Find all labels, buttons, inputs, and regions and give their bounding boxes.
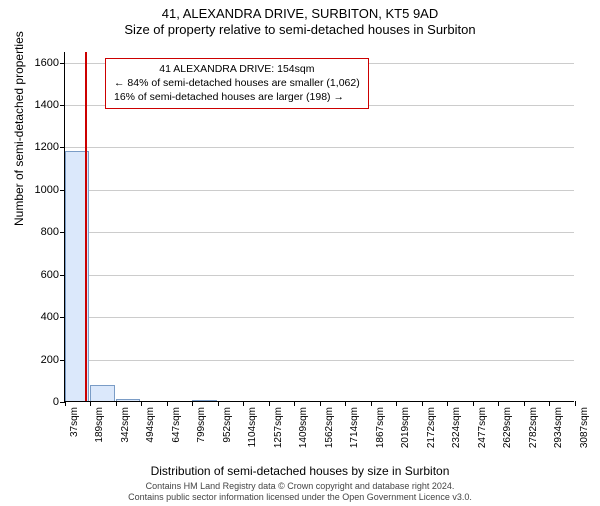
footer-line-1: Contains HM Land Registry data © Crown c… bbox=[0, 481, 600, 492]
x-tick-label: 1104sqm bbox=[247, 407, 258, 447]
x-axis-label: Distribution of semi-detached houses by … bbox=[0, 464, 600, 478]
x-tick-mark bbox=[473, 401, 474, 406]
y-axis-label: Number of semi-detached properties bbox=[12, 31, 26, 226]
x-tick-mark bbox=[243, 401, 244, 406]
grid-line bbox=[65, 190, 574, 191]
x-tick-mark bbox=[345, 401, 346, 406]
x-tick-label: 952sqm bbox=[222, 407, 233, 443]
x-tick-mark bbox=[116, 401, 117, 406]
x-tick-label: 1409sqm bbox=[298, 407, 309, 448]
x-tick-mark bbox=[575, 401, 576, 406]
x-tick-label: 494sqm bbox=[145, 407, 156, 443]
marker-line bbox=[85, 52, 87, 401]
x-tick-mark bbox=[396, 401, 397, 406]
info-box-line: 41 ALEXANDRA DRIVE: 154sqm bbox=[114, 62, 360, 76]
chart-plot-area: 0200400600800100012001400160037sqm189sqm… bbox=[64, 52, 574, 402]
x-tick-mark bbox=[320, 401, 321, 406]
info-box: 41 ALEXANDRA DRIVE: 154sqm← 84% of semi-… bbox=[105, 58, 369, 109]
x-tick-label: 2324sqm bbox=[451, 407, 462, 448]
x-tick-mark bbox=[294, 401, 295, 406]
x-tick-label: 189sqm bbox=[94, 407, 105, 443]
y-tick-label: 200 bbox=[41, 354, 65, 366]
x-tick-mark bbox=[65, 401, 66, 406]
x-tick-mark bbox=[269, 401, 270, 406]
y-tick-label: 1200 bbox=[35, 141, 65, 153]
title-sub: Size of property relative to semi-detach… bbox=[0, 22, 600, 37]
title-main: 41, ALEXANDRA DRIVE, SURBITON, KT5 9AD bbox=[0, 6, 600, 21]
x-tick-label: 2629sqm bbox=[502, 407, 513, 448]
x-tick-mark bbox=[141, 401, 142, 406]
grid-line bbox=[65, 317, 574, 318]
y-tick-label: 0 bbox=[53, 396, 65, 408]
y-tick-label: 1400 bbox=[35, 99, 65, 111]
x-tick-label: 647sqm bbox=[171, 407, 182, 443]
x-tick-label: 2934sqm bbox=[553, 407, 564, 448]
x-tick-mark bbox=[447, 401, 448, 406]
histogram-bar bbox=[116, 399, 140, 401]
x-tick-mark bbox=[167, 401, 168, 406]
info-box-line: ← 84% of semi-detached houses are smalle… bbox=[114, 76, 360, 90]
x-tick-mark bbox=[422, 401, 423, 406]
grid-line bbox=[65, 360, 574, 361]
footer-line-2: Contains public sector information licen… bbox=[0, 492, 600, 503]
x-tick-label: 2019sqm bbox=[400, 407, 411, 448]
x-tick-mark bbox=[498, 401, 499, 406]
y-tick-label: 400 bbox=[41, 311, 65, 323]
x-tick-label: 1562sqm bbox=[324, 407, 335, 448]
info-box-line: 16% of semi-detached houses are larger (… bbox=[114, 90, 360, 104]
x-tick-mark bbox=[371, 401, 372, 406]
histogram-bar bbox=[90, 385, 115, 401]
x-tick-mark bbox=[549, 401, 550, 406]
grid-line bbox=[65, 147, 574, 148]
histogram-bar bbox=[192, 400, 217, 401]
x-tick-label: 1714sqm bbox=[349, 407, 360, 448]
x-tick-label: 2172sqm bbox=[426, 407, 437, 448]
x-tick-label: 37sqm bbox=[69, 407, 80, 437]
x-tick-label: 799sqm bbox=[196, 407, 207, 443]
x-tick-mark bbox=[192, 401, 193, 406]
y-tick-label: 600 bbox=[41, 269, 65, 281]
x-tick-mark bbox=[90, 401, 91, 406]
x-tick-label: 1257sqm bbox=[273, 407, 284, 448]
grid-line bbox=[65, 275, 574, 276]
y-tick-label: 1600 bbox=[35, 57, 65, 69]
x-tick-label: 2782sqm bbox=[528, 407, 539, 448]
x-tick-label: 2477sqm bbox=[477, 407, 488, 448]
x-tick-label: 342sqm bbox=[120, 407, 131, 443]
x-tick-mark bbox=[524, 401, 525, 406]
x-tick-label: 3087sqm bbox=[579, 407, 590, 448]
y-tick-label: 800 bbox=[41, 226, 65, 238]
x-tick-label: 1867sqm bbox=[375, 407, 386, 448]
grid-line bbox=[65, 232, 574, 233]
y-tick-label: 1000 bbox=[35, 184, 65, 196]
chart-container: 41, ALEXANDRA DRIVE, SURBITON, KT5 9AD S… bbox=[0, 6, 600, 506]
x-tick-mark bbox=[218, 401, 219, 406]
